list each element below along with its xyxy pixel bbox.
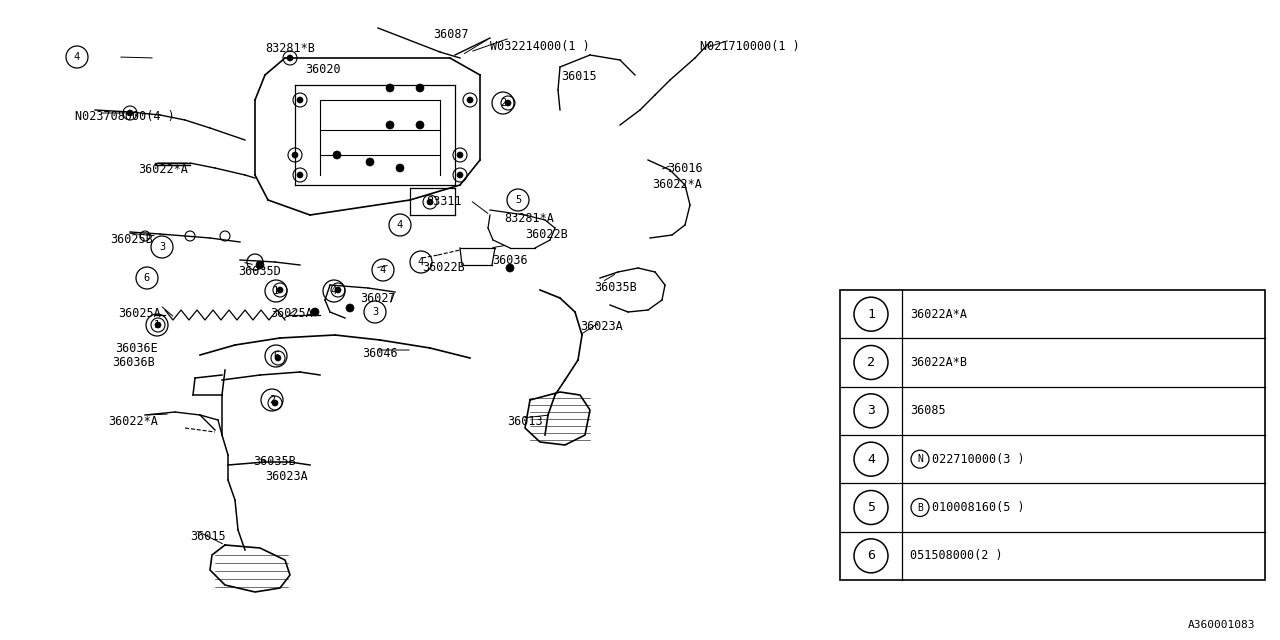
Text: 36087: 36087 — [433, 28, 468, 41]
Text: 36013: 36013 — [507, 415, 543, 428]
Text: 3: 3 — [372, 307, 378, 317]
Text: 36046: 36046 — [362, 347, 398, 360]
Text: 4: 4 — [74, 52, 81, 62]
Text: 010008160(5 ): 010008160(5 ) — [932, 501, 1024, 514]
Text: 36085: 36085 — [910, 404, 946, 417]
Text: 36015: 36015 — [189, 530, 225, 543]
Circle shape — [506, 264, 515, 272]
Text: 36022B: 36022B — [525, 228, 568, 241]
Text: 36023A: 36023A — [580, 320, 623, 333]
Text: 36027: 36027 — [360, 292, 396, 305]
Text: 36025A: 36025A — [270, 307, 312, 320]
Circle shape — [428, 199, 433, 205]
Text: 4: 4 — [397, 220, 403, 230]
Circle shape — [366, 158, 374, 166]
Text: 022710000(3 ): 022710000(3 ) — [932, 452, 1024, 466]
Text: 1: 1 — [273, 286, 279, 296]
Circle shape — [416, 121, 424, 129]
Text: 1: 1 — [154, 320, 160, 330]
Text: 36020: 36020 — [305, 63, 340, 76]
Circle shape — [287, 55, 293, 61]
Circle shape — [276, 287, 283, 293]
Text: 83281*B: 83281*B — [265, 42, 315, 55]
Text: 36036B: 36036B — [113, 356, 155, 369]
Text: 6: 6 — [273, 351, 279, 361]
Text: 4: 4 — [330, 286, 337, 296]
Text: 36022B: 36022B — [422, 261, 465, 274]
Text: 6: 6 — [867, 549, 876, 563]
Text: 36022*A: 36022*A — [652, 178, 701, 191]
Circle shape — [457, 152, 463, 158]
Text: 2: 2 — [269, 395, 275, 405]
Circle shape — [127, 110, 133, 116]
Text: N: N — [916, 454, 923, 464]
Text: 5: 5 — [867, 501, 876, 514]
Circle shape — [292, 152, 298, 158]
Bar — [840, 290, 1265, 580]
Text: 36016: 36016 — [667, 162, 703, 175]
Text: 36022*A: 36022*A — [138, 163, 188, 176]
Text: 36022A*A: 36022A*A — [910, 308, 966, 321]
Circle shape — [506, 100, 511, 106]
Text: 36036E: 36036E — [115, 342, 157, 355]
Circle shape — [256, 261, 264, 269]
Text: 3: 3 — [867, 404, 876, 417]
Text: 5: 5 — [515, 195, 521, 205]
Text: 36025A: 36025A — [118, 307, 161, 320]
Circle shape — [297, 172, 303, 178]
Text: N023708000(4 ): N023708000(4 ) — [76, 110, 175, 123]
Text: 6: 6 — [143, 273, 150, 283]
Text: W032214000(1 ): W032214000(1 ) — [490, 40, 590, 53]
Circle shape — [333, 151, 340, 159]
Text: 3: 3 — [159, 242, 165, 252]
Text: 36025B: 36025B — [110, 233, 152, 246]
Text: 051508000(2 ): 051508000(2 ) — [910, 549, 1002, 563]
Circle shape — [275, 355, 282, 361]
Text: 36036: 36036 — [492, 254, 527, 267]
Text: 4: 4 — [380, 265, 387, 275]
Text: 36023A: 36023A — [265, 470, 307, 483]
Circle shape — [311, 308, 319, 316]
Circle shape — [457, 172, 463, 178]
Circle shape — [387, 84, 394, 92]
Text: N021710000(1 ): N021710000(1 ) — [700, 40, 800, 53]
Circle shape — [416, 84, 424, 92]
Text: 36015: 36015 — [561, 70, 596, 83]
Circle shape — [297, 97, 303, 103]
Text: 36022*A: 36022*A — [108, 415, 157, 428]
Text: A360001083: A360001083 — [1188, 620, 1254, 630]
Circle shape — [335, 287, 340, 293]
Text: 2: 2 — [500, 98, 506, 108]
Circle shape — [155, 322, 161, 328]
Text: 36035D: 36035D — [238, 265, 280, 278]
Text: 2: 2 — [867, 356, 876, 369]
Text: 1: 1 — [867, 308, 876, 321]
Text: 36035B: 36035B — [253, 455, 296, 468]
Text: 4: 4 — [417, 257, 424, 267]
Circle shape — [396, 164, 404, 172]
Text: 83311: 83311 — [426, 195, 462, 208]
Circle shape — [273, 400, 278, 406]
Text: 83281*A: 83281*A — [504, 212, 554, 225]
Circle shape — [387, 121, 394, 129]
Text: 36035B: 36035B — [594, 281, 636, 294]
Text: 4: 4 — [867, 452, 876, 466]
Text: 36022A*B: 36022A*B — [910, 356, 966, 369]
Text: B: B — [916, 502, 923, 513]
Circle shape — [467, 97, 474, 103]
Circle shape — [346, 304, 355, 312]
